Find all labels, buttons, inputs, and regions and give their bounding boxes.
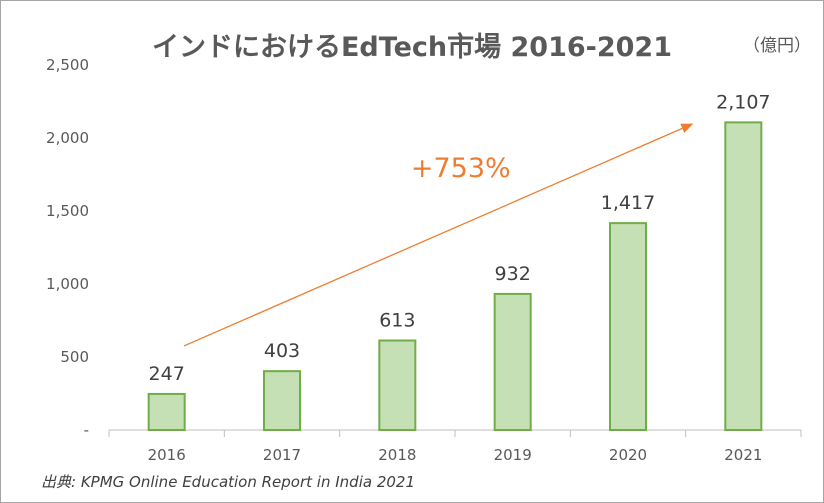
y-tick-label: 500 [60,348,89,366]
source-note: 出典: KPMG Online Education Report in Indi… [41,473,415,491]
x-tick-label: 2018 [378,446,416,464]
bar-2018 [378,339,417,432]
growth-arrow [183,123,694,347]
data-label-2018: 613 [379,310,415,332]
data-label-2016: 247 [149,363,185,385]
y-tick-label: 2,500 [46,56,89,74]
data-label-2017: 403 [264,340,300,362]
y-tick-label: 2,000 [46,129,89,147]
y-tick-label: 1,500 [46,202,89,220]
bar-2017 [263,370,301,431]
bar-2019 [493,292,532,432]
bar-2021 [724,121,763,432]
bar-2016 [147,392,186,431]
y-tick-label: 1,000 [46,275,89,293]
x-tick-label: 2017 [263,446,301,464]
unit-label: （億円） [743,36,811,56]
y-tick-label: - [84,421,89,439]
x-tick-label: 2021 [724,446,762,464]
data-label-2019: 932 [495,263,531,285]
x-tick-label: 2016 [148,446,186,464]
growth-annotation: +753% [411,153,511,184]
data-label-2021: 2,107 [716,91,770,113]
chart-title: インドにおけるEdTech市場 2016-2021 [151,32,673,63]
data-label-2020: 1,417 [601,192,655,214]
x-tick-label: 2020 [609,446,647,464]
bar-2020 [609,222,647,431]
x-tick-label: 2019 [494,446,532,464]
